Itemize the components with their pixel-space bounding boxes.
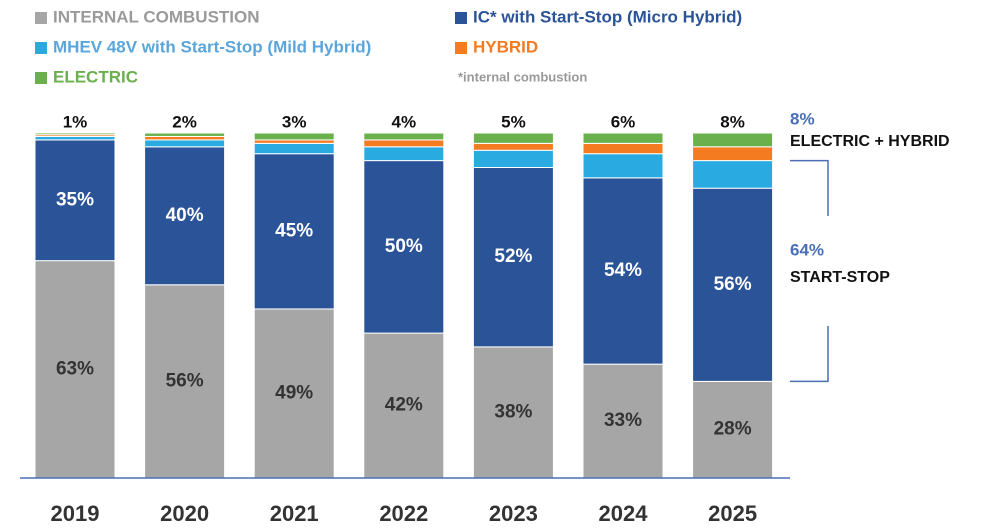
x-tick-label: 2024: [599, 501, 649, 526]
legend-swatch: [455, 12, 467, 24]
x-tick-label: 2023: [489, 501, 538, 526]
value-label: 56%: [166, 370, 204, 391]
bar-segment: [34, 139, 116, 262]
bar-segment: [363, 132, 445, 141]
value-label: 38%: [494, 401, 532, 422]
value-label: 45%: [275, 220, 313, 241]
bar-segment: [692, 146, 774, 162]
bar-segment: [253, 139, 335, 144]
bar-segment: [363, 146, 445, 162]
value-label: 54%: [604, 260, 642, 281]
value-label: 28%: [714, 419, 752, 440]
value-label: 63%: [56, 358, 94, 379]
bar-segment: [472, 167, 554, 348]
bar-segment: [253, 132, 335, 141]
x-tick-label: 2019: [51, 501, 100, 526]
bar-segment: [582, 363, 664, 479]
top-label: 5%: [501, 112, 526, 131]
top-label: 8%: [720, 112, 745, 131]
x-tick-label: 2021: [270, 501, 319, 526]
bar-segment: [582, 153, 664, 179]
bar-segment: [692, 132, 774, 148]
annotation-text: START-STOP: [790, 269, 890, 286]
top-label: 1%: [63, 112, 88, 131]
value-label: 56%: [714, 274, 752, 295]
annotation-value: 8%: [790, 109, 815, 128]
annotation-value: 64%: [790, 240, 824, 259]
top-label: 3%: [282, 112, 307, 131]
bar-segment: [472, 346, 554, 479]
legend-swatch: [35, 12, 47, 24]
x-tick-label: 2020: [160, 501, 209, 526]
bar-segment: [34, 135, 116, 141]
bar-segment: [363, 139, 445, 148]
bar-segment: [363, 160, 445, 334]
bar-segment: [582, 132, 664, 144]
value-label: 52%: [494, 246, 532, 267]
value-label: 33%: [604, 410, 642, 431]
annotation-text: ELECTRIC + HYBRID: [790, 133, 950, 150]
top-label: 2%: [172, 112, 197, 131]
legend-label: INTERNAL COMBUSTION: [53, 7, 260, 26]
bar-segment: [472, 132, 554, 144]
value-label: 35%: [56, 189, 94, 210]
footnote: *internal combustion: [458, 69, 587, 84]
value-label: 40%: [166, 205, 204, 226]
bar-segment: [144, 135, 226, 141]
bar-segment: [582, 142, 664, 155]
bar-segment: [472, 142, 554, 151]
bar-segment: [692, 187, 774, 382]
bar-segment: [34, 260, 116, 479]
legend-swatch: [35, 72, 47, 84]
bar-segment: [144, 284, 226, 479]
top-label: 6%: [611, 112, 636, 131]
legend-label: ELECTRIC: [53, 67, 138, 86]
x-tick-label: 2022: [379, 501, 428, 526]
legend-swatch: [35, 42, 47, 54]
value-label: 42%: [385, 395, 423, 416]
bar-segment: [472, 149, 554, 168]
legend-swatch: [455, 42, 467, 54]
top-label: 4%: [392, 112, 417, 131]
value-label: 50%: [385, 236, 423, 257]
bar-segment: [253, 142, 335, 155]
legend-label: IC* with Start-Stop (Micro Hybrid): [473, 7, 742, 26]
bar-segment: [144, 139, 226, 148]
bar-segment: [363, 332, 445, 479]
bracket: [790, 159, 829, 383]
bar-segment: [144, 132, 226, 137]
bar-segment: [253, 153, 335, 310]
bar-segment: [692, 160, 774, 189]
bar-segment: [34, 132, 116, 136]
value-label: 49%: [275, 382, 313, 403]
x-tick-label: 2025: [708, 501, 757, 526]
bar-segment: [582, 177, 664, 365]
legend-label: MHEV 48V with Start-Stop (Mild Hybrid): [53, 37, 371, 56]
bar-segment: [692, 380, 774, 479]
legend-label: HYBRID: [473, 37, 538, 56]
bar-segment: [144, 146, 226, 286]
